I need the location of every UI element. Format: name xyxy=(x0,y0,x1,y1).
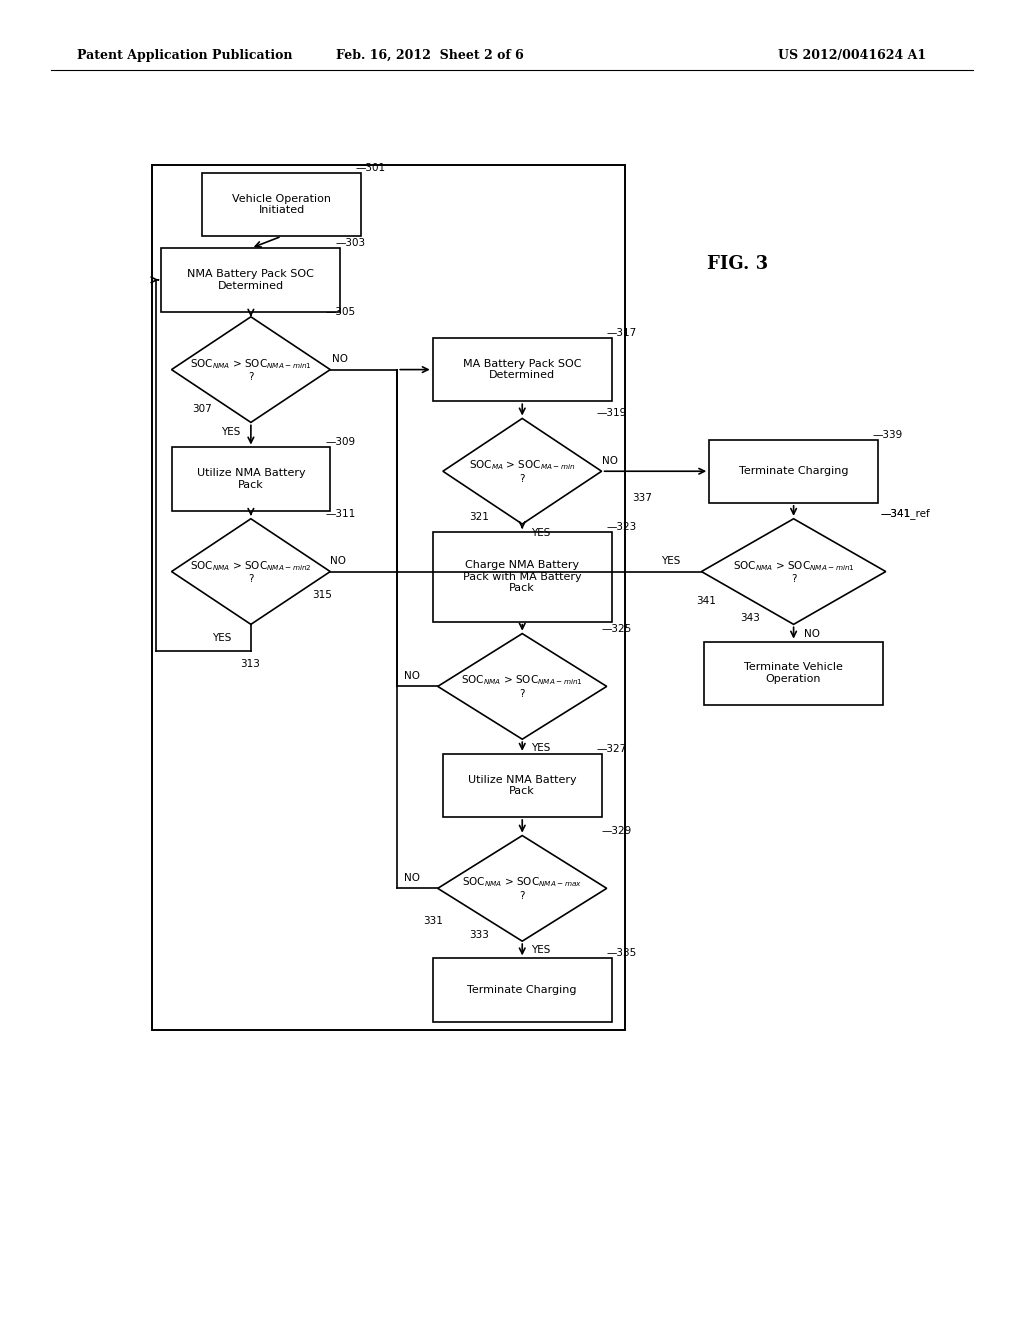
Text: 333: 333 xyxy=(469,929,489,940)
Text: YES: YES xyxy=(531,528,550,539)
FancyBboxPatch shape xyxy=(432,532,611,622)
Text: —309: —309 xyxy=(326,437,355,447)
Text: Patent Application Publication: Patent Application Publication xyxy=(77,49,292,62)
Text: NO: NO xyxy=(404,873,420,883)
Text: 307: 307 xyxy=(191,404,212,414)
Polygon shape xyxy=(438,836,606,941)
Text: —335: —335 xyxy=(606,948,637,958)
Text: YES: YES xyxy=(662,556,680,566)
Text: MA Battery Pack SOC
Determined: MA Battery Pack SOC Determined xyxy=(463,359,582,380)
Text: FIG. 3: FIG. 3 xyxy=(707,255,768,273)
Text: —323: —323 xyxy=(606,521,637,532)
Text: SOC$_{MA}$ > SOC$_{MA-min}$
?: SOC$_{MA}$ > SOC$_{MA-min}$ ? xyxy=(469,458,575,484)
Polygon shape xyxy=(438,634,606,739)
Text: NO: NO xyxy=(333,354,348,364)
Text: —303: —303 xyxy=(336,238,366,248)
Text: NO: NO xyxy=(602,455,617,466)
Polygon shape xyxy=(442,418,602,524)
Text: SOC$_{NMA}$ > SOC$_{NMA-min1}$
?: SOC$_{NMA}$ > SOC$_{NMA-min1}$ ? xyxy=(462,673,583,700)
Text: —329: —329 xyxy=(602,825,632,836)
Text: Utilize NMA Battery
Pack: Utilize NMA Battery Pack xyxy=(468,775,577,796)
Text: SOC$_{NMA}$ > SOC$_{NMA-min2}$
?: SOC$_{NMA}$ > SOC$_{NMA-min2}$ ? xyxy=(190,558,311,585)
Text: Charge NMA Battery
Pack with MA Battery
Pack: Charge NMA Battery Pack with MA Battery … xyxy=(463,560,582,594)
Text: Vehicle Operation
Initiated: Vehicle Operation Initiated xyxy=(232,194,331,215)
Text: —311: —311 xyxy=(326,508,355,519)
Text: Terminate Charging: Terminate Charging xyxy=(468,985,577,995)
Text: —341_ref: —341_ref xyxy=(881,508,931,519)
Text: —341: —341 xyxy=(881,508,911,519)
FancyBboxPatch shape xyxy=(203,173,361,236)
Text: 337: 337 xyxy=(633,492,652,503)
Text: NO: NO xyxy=(804,628,820,639)
Text: —327: —327 xyxy=(596,743,627,754)
Polygon shape xyxy=(171,317,330,422)
Text: —301: —301 xyxy=(356,162,386,173)
Text: SOC$_{NMA}$ > SOC$_{NMA-max}$
?: SOC$_{NMA}$ > SOC$_{NMA-max}$ ? xyxy=(462,875,583,902)
Polygon shape xyxy=(701,519,886,624)
FancyBboxPatch shape xyxy=(442,754,602,817)
Text: 315: 315 xyxy=(312,590,332,601)
Text: 321: 321 xyxy=(469,512,489,523)
Text: —305: —305 xyxy=(326,306,355,317)
Text: —339: —339 xyxy=(872,429,903,440)
Text: YES: YES xyxy=(221,426,240,437)
Text: US 2012/0041624 A1: US 2012/0041624 A1 xyxy=(778,49,927,62)
Text: 313: 313 xyxy=(241,659,260,669)
Text: Feb. 16, 2012  Sheet 2 of 6: Feb. 16, 2012 Sheet 2 of 6 xyxy=(336,49,524,62)
Text: —317: —317 xyxy=(606,327,637,338)
Text: —319: —319 xyxy=(596,408,627,418)
FancyBboxPatch shape xyxy=(709,440,879,503)
Text: 331: 331 xyxy=(423,916,442,927)
FancyBboxPatch shape xyxy=(162,248,340,312)
FancyBboxPatch shape xyxy=(432,958,611,1022)
Text: Terminate Charging: Terminate Charging xyxy=(739,466,848,477)
FancyBboxPatch shape xyxy=(432,338,611,401)
Polygon shape xyxy=(171,519,330,624)
Text: 341: 341 xyxy=(696,595,717,606)
FancyBboxPatch shape xyxy=(705,642,883,705)
Text: —325: —325 xyxy=(602,623,632,634)
Text: YES: YES xyxy=(531,945,550,956)
Text: Terminate Vehicle
Operation: Terminate Vehicle Operation xyxy=(744,663,843,684)
Text: NO: NO xyxy=(331,556,346,566)
Text: SOC$_{NMA}$ > SOC$_{NMA-min1}$
?: SOC$_{NMA}$ > SOC$_{NMA-min1}$ ? xyxy=(733,558,854,585)
Text: YES: YES xyxy=(213,632,231,643)
Text: Utilize NMA Battery
Pack: Utilize NMA Battery Pack xyxy=(197,469,305,490)
Text: YES: YES xyxy=(531,743,550,754)
Text: NO: NO xyxy=(404,671,420,681)
Text: SOC$_{NMA}$ > SOC$_{NMA-min1}$
?: SOC$_{NMA}$ > SOC$_{NMA-min1}$ ? xyxy=(190,356,311,383)
Text: NMA Battery Pack SOC
Determined: NMA Battery Pack SOC Determined xyxy=(187,269,314,290)
Text: 343: 343 xyxy=(740,612,761,623)
FancyBboxPatch shape xyxy=(171,447,330,511)
